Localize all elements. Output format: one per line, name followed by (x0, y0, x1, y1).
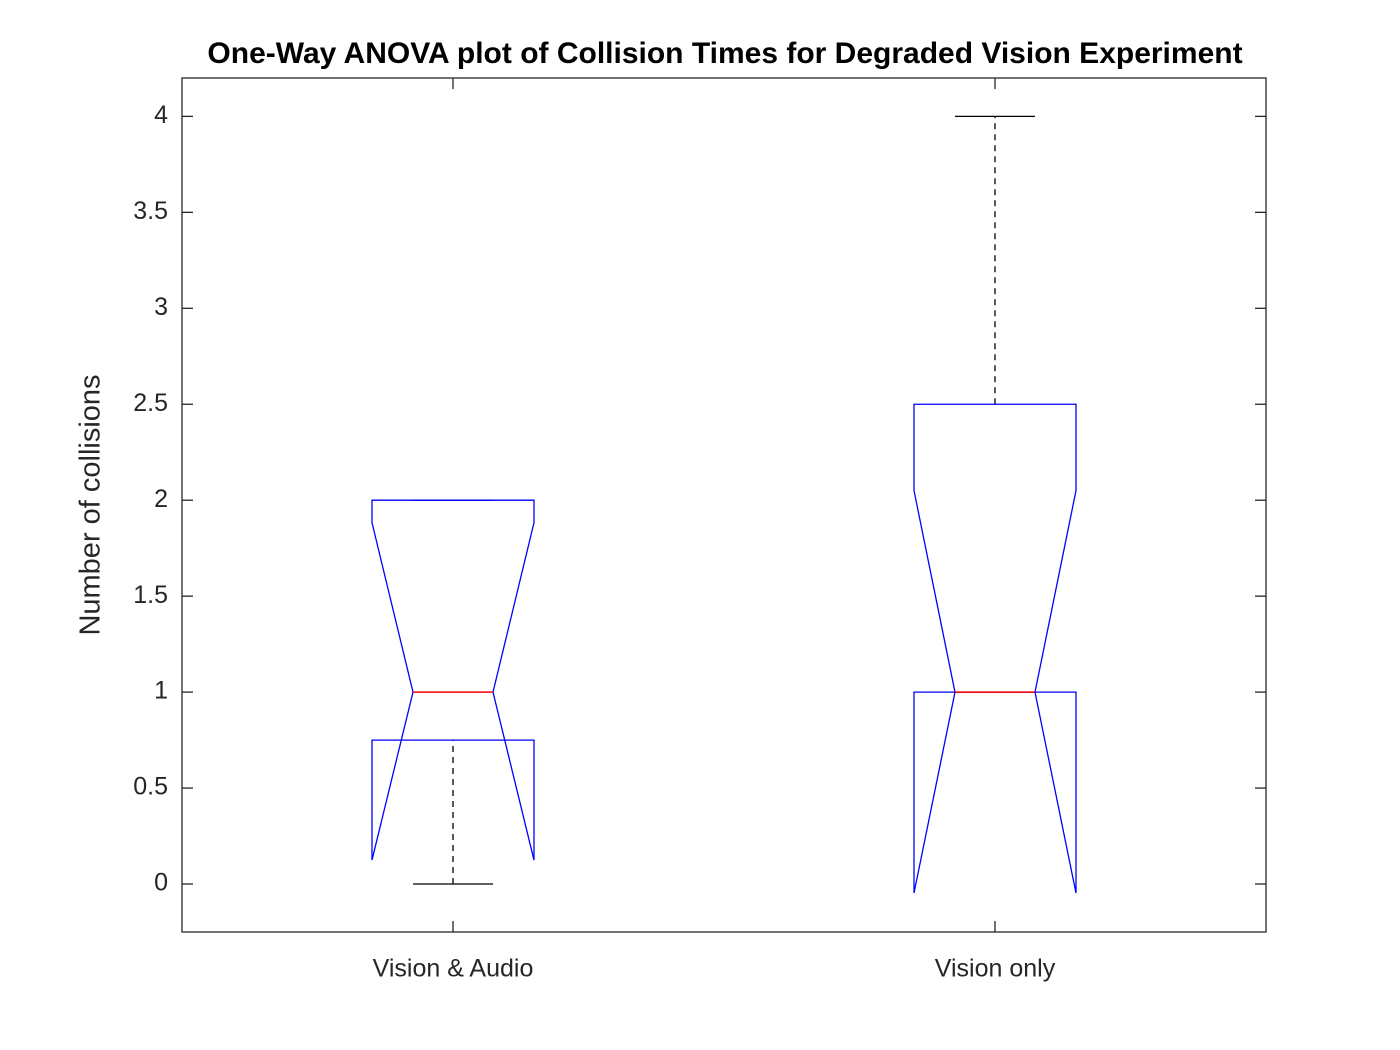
y-axis-label: Number of collisions (75, 374, 107, 635)
y-tick-label: 1 (154, 677, 168, 705)
y-tick-label: 3.5 (133, 197, 168, 225)
y-tick-label: 2 (154, 485, 168, 513)
y-tick-label: 0.5 (133, 773, 168, 801)
y-tick-label: 2.5 (133, 389, 168, 417)
axes-box (181, 77, 1267, 933)
notched-box (913, 403, 1077, 894)
chart-title: One-Way ANOVA plot of Collision Times fo… (207, 37, 1242, 70)
y-tick-label: 4 (154, 101, 168, 129)
y-tick-label: 0 (154, 869, 168, 897)
y-tick-label: 1.5 (133, 581, 168, 609)
y-tick-label: 3 (154, 293, 168, 321)
x-tick-label: Vision only (935, 955, 1056, 983)
notched-box (371, 499, 535, 861)
x-tick-label: Vision & Audio (373, 955, 534, 983)
